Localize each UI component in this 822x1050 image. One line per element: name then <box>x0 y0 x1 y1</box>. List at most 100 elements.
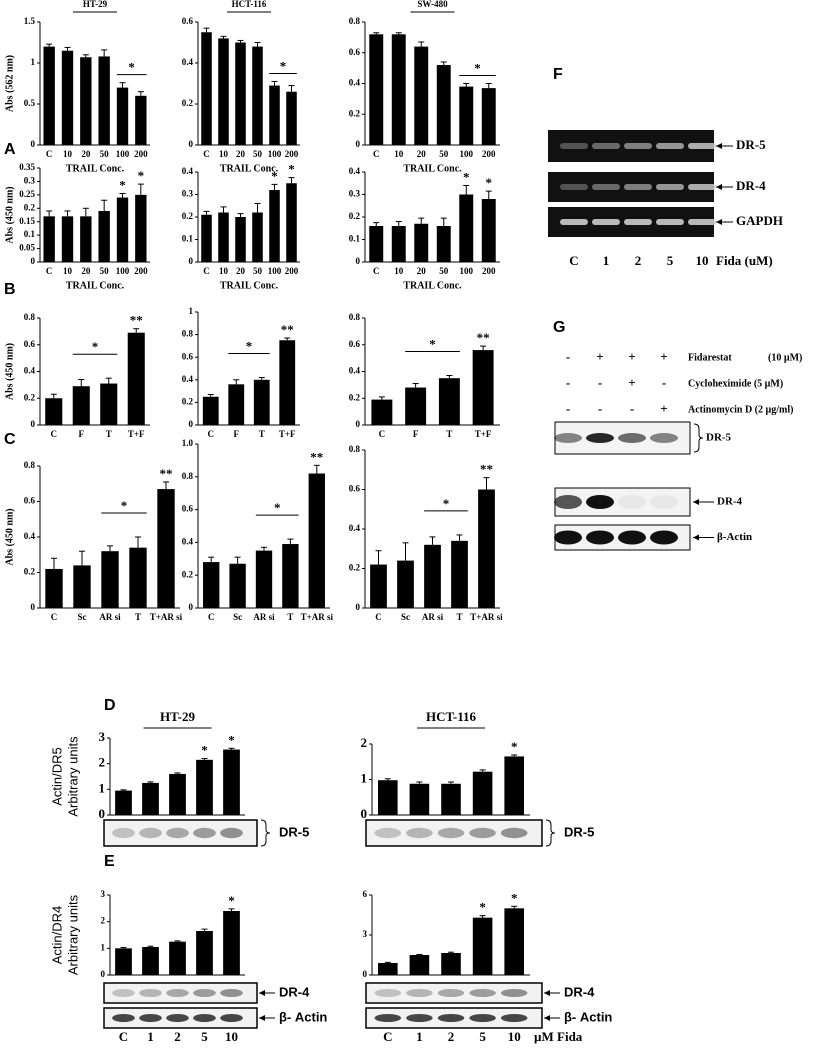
bar <box>45 568 63 608</box>
x-tick-label: 5 <box>479 1029 486 1044</box>
y-tick-label: 0.4 <box>349 78 361 88</box>
x-tick-label: Sc <box>233 612 242 622</box>
x-tick-label: C <box>208 612 215 622</box>
y-tick-label: 0.6 <box>24 339 36 349</box>
y-tick-label: 0 <box>99 806 106 821</box>
bar <box>279 340 296 425</box>
gel-band <box>592 184 620 190</box>
gel-label: DR-5 <box>736 137 766 152</box>
x-tick-label: 100 <box>460 149 474 159</box>
x-tick-label: 1 <box>147 1029 154 1044</box>
gel-band <box>656 219 684 225</box>
significance: ** <box>480 462 493 477</box>
bar <box>129 547 147 608</box>
x-tick-label: T+AR si <box>301 612 334 622</box>
arrow-head <box>259 1015 265 1021</box>
x-tick-label: T+AR si <box>470 612 503 622</box>
blot-band <box>586 530 614 545</box>
brace <box>693 423 704 453</box>
blot-band <box>554 530 582 545</box>
gel-band <box>688 184 716 190</box>
bar <box>196 931 213 975</box>
y-tick-label: 0.35 <box>19 162 35 172</box>
x-tick-label: T <box>287 612 293 622</box>
y-tick-label: 0.2 <box>182 569 194 579</box>
y-tick-label: 0.8 <box>24 460 36 470</box>
treatment-sign: + <box>660 401 667 416</box>
x-tick-label: 50 <box>253 266 263 276</box>
x-tick-label: AR si <box>99 612 121 622</box>
y-tick-label: 0.4 <box>24 531 36 541</box>
bar <box>116 197 129 262</box>
y-axis-label: Arbitrary units <box>65 894 80 975</box>
bar <box>115 790 132 815</box>
bar <box>308 473 325 608</box>
y-tick-label: 0.15 <box>19 216 35 226</box>
unit-label: µM Fida <box>534 1029 583 1044</box>
bar <box>196 759 213 815</box>
treatment-sign: - <box>598 375 602 390</box>
bar <box>478 489 495 608</box>
y-tick-label: 0.6 <box>24 496 36 506</box>
x-tick-label: 20 <box>81 266 91 276</box>
blot-label: β- Actin <box>279 1009 327 1024</box>
y-tick-label: 0 <box>189 419 194 429</box>
y-tick-label: 0 <box>31 139 36 149</box>
bracket-label: * <box>128 60 135 75</box>
treatment-label: Actinomycin D (2 µg/ml) <box>688 404 793 415</box>
blot-band <box>112 827 135 839</box>
lane-label: 2 <box>635 253 642 268</box>
gel-band <box>592 143 620 149</box>
treatment-sign: - <box>566 375 570 390</box>
arrow-head <box>259 990 265 996</box>
y-tick-label: 0.4 <box>349 166 361 176</box>
treatment-dose: (10 µM) <box>768 352 802 363</box>
y-tick-label: 3 <box>99 729 106 744</box>
treatment-sign: + <box>660 349 667 364</box>
blot-band <box>469 827 496 839</box>
x-axis-label: TRAIL Conc. <box>66 163 125 174</box>
blot-band <box>406 1014 433 1022</box>
y-tick-label: 1.5 <box>24 16 36 26</box>
x-tick-label: F <box>413 429 419 439</box>
bar <box>253 379 270 425</box>
blot-band <box>437 989 465 997</box>
bar <box>201 214 212 262</box>
x-tick-label: 5 <box>201 1029 208 1044</box>
brace <box>545 819 556 847</box>
significance: ** <box>130 313 143 328</box>
y-tick-label: 0.2 <box>24 392 36 402</box>
bar <box>169 773 186 815</box>
bracket-label: * <box>274 500 281 515</box>
y-tick-label: 0 <box>31 602 36 612</box>
bar <box>223 749 240 815</box>
bar <box>223 911 240 975</box>
x-tick-label: 10 <box>63 266 73 276</box>
bar <box>73 565 91 608</box>
x-tick-label: C <box>203 266 210 276</box>
blot-label: DR-4 <box>279 984 310 999</box>
gel-band <box>656 184 684 190</box>
gel-band <box>592 219 620 225</box>
y-tick-label: 0.4 <box>182 374 194 384</box>
bar <box>98 56 110 145</box>
significance: * <box>201 743 208 758</box>
bracket-label: * <box>474 60 481 75</box>
blot-band <box>193 989 216 997</box>
y-tick-label: 0.2 <box>349 108 361 118</box>
significance: * <box>511 739 518 754</box>
y-tick-label: 0.8 <box>182 471 194 481</box>
y-tick-label: 0.8 <box>349 16 361 26</box>
x-tick-label: C <box>51 429 58 439</box>
bar <box>218 212 229 262</box>
chart-title: SW-480 <box>417 0 448 9</box>
bar <box>43 46 55 145</box>
bar <box>459 194 474 262</box>
bar <box>127 332 145 425</box>
y-tick-label: 0 <box>189 139 194 149</box>
y-axis-label: Abs (450 nm) <box>4 186 15 243</box>
blot-band <box>374 827 402 839</box>
x-tick-label: T <box>135 612 141 622</box>
bar <box>218 38 229 145</box>
x-tick-label: C <box>375 612 382 622</box>
